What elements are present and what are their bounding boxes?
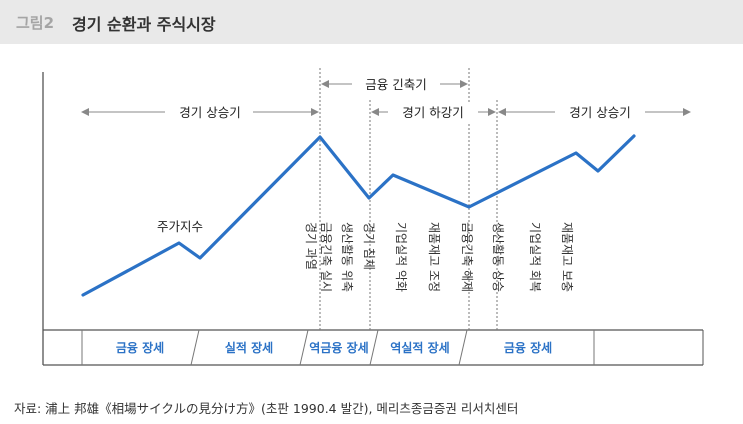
phase-label-finance-2: 금융 장세 [504,340,552,355]
phase-divider [190,329,200,366]
phase-label-finance: 금융 장세 [116,340,164,355]
figure-number: 그림2 [16,14,55,32]
figure-header: 그림2 경기 순환과 주식시장 [0,0,743,44]
stock-index-curve [81,134,636,297]
event-label-inventory-adjust: 재품재고 조정 [427,222,441,292]
phase-label-earnings: 실적 장세 [225,340,273,355]
source-note: 자료: 浦上 邦雄《相場サイクルの見分け方》(초판 1990.4 발간), 메리… [14,401,519,416]
event-label-easing: 금융긴축 해제 [460,222,474,292]
figure-title: 경기 순환과 주식시장 [72,15,216,34]
phase-divider [458,329,468,366]
event-label-recession: 경기 침체 [362,222,376,270]
event-label-production-rise: 생산활동 상승 [491,222,505,292]
event-label-overheat: 경기 과열 [304,222,318,270]
tightening-label: 금융 긴축기 [365,77,426,92]
event-label-production-shrink: 생산활동 위축 [340,222,354,292]
event-label-tightening: 금융긴축 실시 [319,222,333,292]
phase-divider [369,329,379,366]
phase-label-reverse-finance: 역금융 장세 [309,340,368,355]
upturn-left-label: 경기 상승기 [179,105,240,120]
stock-index-label: 주가지수 [157,219,203,234]
phase-divider [299,329,309,366]
downturn-label: 경기 하강기 [402,105,463,120]
event-label-inventory-restock: 재품재고 보충 [560,222,574,292]
event-label-earnings-worsen: 기업실적 악화 [394,222,408,292]
phase-label-reverse-earnings: 역실적 장세 [390,340,449,355]
event-label-earnings-recover: 기업실적 회복 [528,222,542,292]
upturn-right-label: 경기 상승기 [569,105,630,120]
